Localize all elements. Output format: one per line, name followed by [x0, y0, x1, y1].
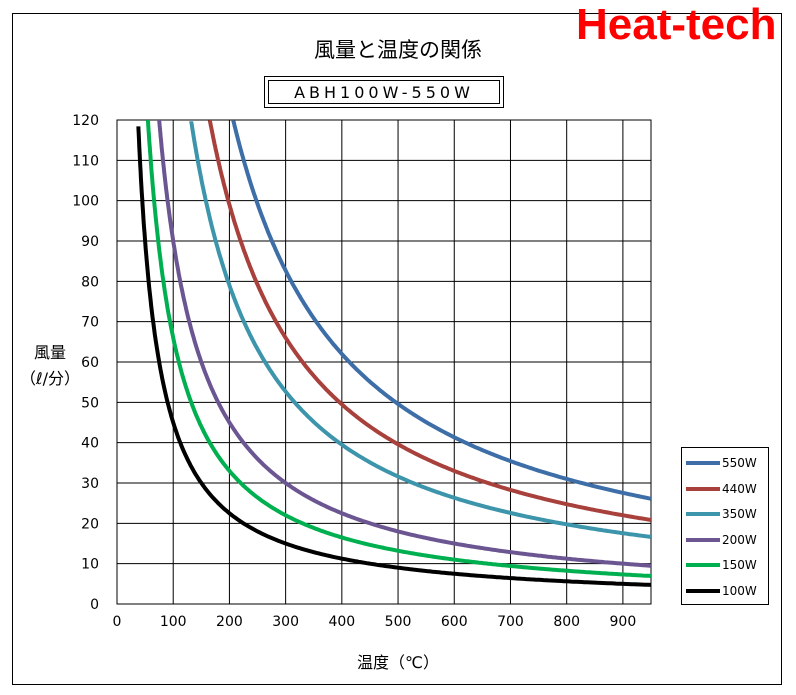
x-tick-label: 300: [272, 614, 299, 630]
legend-item-350W: 350W: [686, 504, 757, 524]
y-tick-label: 50: [81, 395, 99, 411]
y-tick-label: 60: [81, 355, 99, 371]
x-tick-label: 800: [553, 614, 580, 630]
plot-border: [116, 119, 652, 605]
y-tick-label: 90: [81, 234, 99, 250]
series-line-440W: [207, 120, 651, 522]
series-line-550W: [231, 120, 651, 501]
y-axis-label-line1: 風量: [33, 343, 66, 362]
legend-label: 440W: [722, 481, 757, 496]
legend-item-150W: 150W: [686, 555, 757, 575]
x-tick-label: 400: [328, 614, 355, 630]
chart-subtitle: ABH100W-550W: [268, 80, 500, 104]
legend-swatch: [686, 512, 720, 516]
legend-swatch: [686, 486, 720, 491]
chart-frame: [12, 13, 782, 685]
legend-label: 100W: [722, 583, 757, 598]
legend: 550W 440W 350W 200W 150W 100W: [681, 447, 769, 605]
legend-label: 200W: [722, 532, 757, 547]
y-tick-label: 20: [81, 516, 99, 532]
x-tick-label: 500: [385, 614, 412, 630]
x-tick-label: 700: [497, 614, 524, 630]
x-tick-label: 900: [610, 614, 637, 630]
y-tick-label: 10: [81, 557, 99, 573]
legend-item-200W: 200W: [686, 530, 757, 550]
x-axis-label: 温度（℃）: [357, 653, 439, 672]
y-axis-label-line2: （ℓ/分）: [20, 369, 81, 388]
x-tick-label: 0: [113, 614, 122, 630]
y-tick-label: 100: [72, 194, 99, 210]
y-tick-label: 40: [81, 436, 99, 452]
series-line-150W: [145, 120, 651, 578]
legend-item-100W: 100W: [686, 581, 757, 601]
x-tick-label: 600: [441, 614, 468, 630]
chart-title: 風量と温度の関係: [314, 38, 482, 62]
subtitle-box: ABH100W-550W: [264, 76, 504, 108]
y-tick-label: 110: [72, 153, 99, 169]
series-line-200W: [157, 120, 651, 568]
series-line-100W: [136, 126, 651, 587]
y-tick-label: 0: [90, 597, 99, 613]
x-tick-label: 200: [216, 614, 243, 630]
y-tick-label: 30: [81, 476, 99, 492]
legend-label: 350W: [722, 507, 757, 521]
y-axis-label: 風量 （ℓ/分）: [20, 340, 80, 392]
legend-item-440W: 440W: [686, 479, 757, 499]
legend-swatch: [686, 461, 720, 465]
x-tick-label: 100: [160, 614, 187, 630]
legend-swatch: [686, 537, 720, 542]
legend-label: 150W: [722, 558, 757, 572]
y-tick-label: 70: [81, 315, 99, 331]
legend-item-550W: 550W: [686, 453, 757, 473]
series-line-350W: [189, 121, 651, 539]
y-tick-label: 80: [81, 274, 99, 290]
brand-logo: Heat-tech: [576, 0, 777, 49]
y-tick-label: 120: [72, 113, 99, 129]
legend-swatch: [686, 588, 720, 593]
legend-label: 550W: [722, 456, 757, 470]
legend-swatch: [686, 563, 720, 567]
